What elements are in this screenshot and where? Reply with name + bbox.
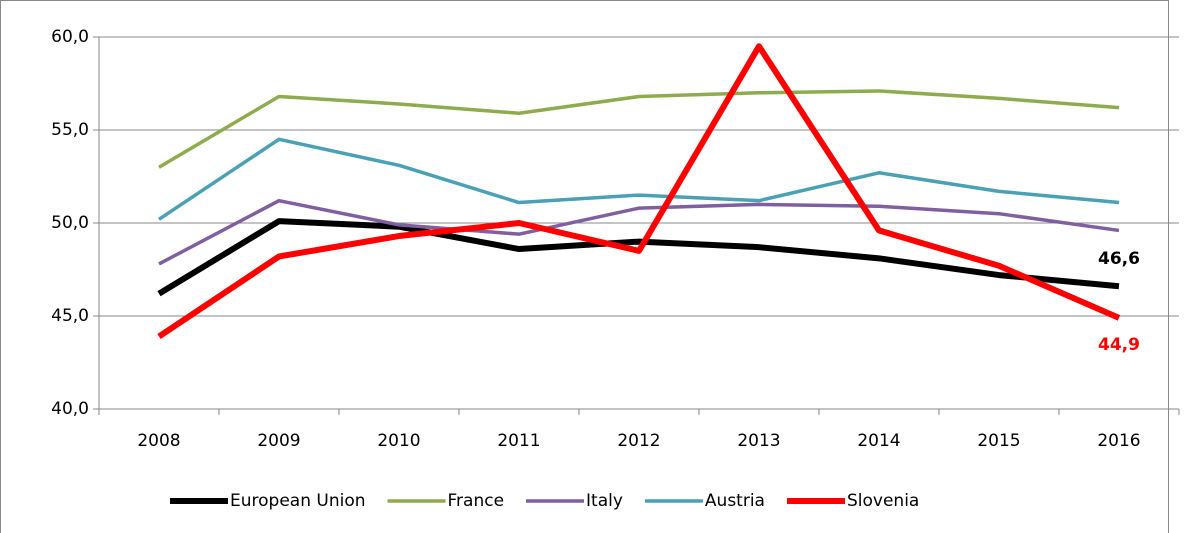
legend-label: Slovenia	[847, 491, 919, 511]
x-tick-label: 2015	[977, 431, 1020, 451]
data-label: 46,6	[1098, 249, 1140, 269]
y-tick-label: 40,0	[51, 399, 89, 419]
y-tick-label: 50,0	[51, 213, 89, 233]
series-line	[157, 218, 1120, 297]
data-label: 44,9	[1098, 335, 1140, 355]
x-tick-label: 2016	[1097, 431, 1140, 451]
y-tick-label: 60,0	[51, 27, 89, 47]
x-tick-label: 2012	[617, 431, 660, 451]
series-line	[158, 198, 1120, 266]
series-line	[158, 89, 1120, 169]
legend-label: European Union	[230, 491, 366, 511]
x-tick-label: 2010	[377, 431, 420, 451]
x-tick-label: 2011	[497, 431, 540, 451]
series-line	[158, 137, 1120, 221]
x-tick-label: 2008	[137, 431, 180, 451]
series-line	[157, 43, 1121, 339]
legend-label: Austria	[705, 491, 765, 511]
x-tick-label: 2013	[737, 431, 780, 451]
x-tick-label: 2014	[857, 431, 900, 451]
legend-label: Italy	[586, 491, 623, 511]
x-tick-label: 2009	[257, 431, 300, 451]
chart-frame	[0, 0, 1169, 533]
legend-label: France	[448, 491, 505, 511]
y-tick-label: 45,0	[51, 306, 89, 326]
y-tick-label: 55,0	[51, 120, 89, 140]
